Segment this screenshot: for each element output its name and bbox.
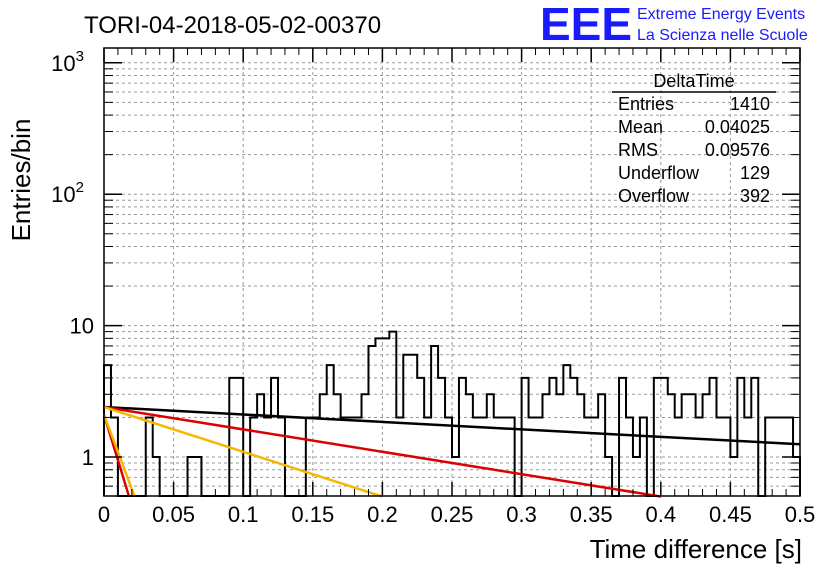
histogram-bin [327, 365, 334, 496]
histogram-bin [619, 378, 626, 496]
y-tick-label: 1 [82, 445, 94, 470]
eee-logo: EEE Extreme Energy Events La Scienza nel… [540, 0, 808, 50]
stats-value-entries: 1410 [730, 94, 770, 114]
histogram-bin [689, 394, 696, 496]
histogram-bin [459, 378, 466, 496]
histogram-bin [389, 332, 396, 496]
x-tick-label: 0.25 [431, 502, 474, 527]
stats-value-rms: 0.09576 [705, 140, 770, 160]
axis-ticks [103, 48, 801, 496]
x-tick-label: 0.4 [646, 502, 677, 527]
histogram-outline [103, 330, 801, 497]
x-tick-label: 0.35 [570, 502, 613, 527]
histogram-bin [737, 378, 744, 496]
histogram-bin [410, 355, 417, 496]
histogram-bin [570, 378, 577, 496]
histogram-bins [103, 330, 801, 497]
histogram-bin [542, 394, 549, 496]
histogram-bin [682, 394, 689, 496]
histogram-bin [417, 378, 424, 496]
x-axis-title: Time difference [s] [590, 534, 802, 564]
histogram-bin [257, 394, 264, 496]
histogram-bin [703, 394, 710, 496]
histogram-bin [598, 394, 605, 496]
histogram-bin [466, 394, 473, 496]
y-tick-label: 10 [70, 314, 94, 339]
fit-curves [102, 405, 801, 498]
histogram-bin [236, 378, 243, 496]
y-tick-labels: 1 10 102 103 [51, 48, 94, 470]
stats-label-rms: RMS [618, 140, 658, 160]
x-tick-label: 0.45 [709, 502, 752, 527]
histogram-bin [668, 394, 675, 496]
stats-label-underflow: Underflow [618, 163, 700, 183]
y-tick-label: 102 [51, 179, 84, 207]
histogram-bin [487, 394, 494, 496]
fit-curve [103, 405, 661, 498]
y-tick-label: 103 [51, 48, 84, 76]
histogram-bin [431, 346, 438, 496]
histogram-bin [362, 394, 369, 496]
stats-value-mean: 0.04025 [705, 117, 770, 137]
stats-box: DeltaTime Entries 1410 Mean 0.04025 RMS … [612, 71, 776, 206]
stats-label-mean: Mean [618, 117, 663, 137]
histogram-bin [751, 378, 758, 496]
fit-curve [103, 405, 801, 446]
stats-value-underflow: 129 [740, 163, 770, 183]
logo-line-2: La Scienza nelle Scuole [637, 27, 808, 44]
x-tick-label: 0.05 [152, 502, 195, 527]
grid [104, 48, 800, 496]
x-tick-label: 0 [98, 502, 110, 527]
chart-title: TORI-04-2018-05-02-00370 [84, 12, 381, 39]
fit-curve [103, 405, 383, 498]
x-tick-label: 0.1 [228, 502, 259, 527]
histogram-bin [522, 378, 529, 496]
x-tick-labels: 0 0.05 0.1 0.15 0.2 0.25 0.3 0.35 0.4 0.45 0.5 [98, 502, 815, 527]
stats-label-entries: Entries [618, 94, 674, 114]
histogram-bin [438, 378, 445, 496]
histogram-bin [403, 355, 410, 496]
y-axis-title: Entries/bin [6, 119, 36, 242]
histogram-bin [577, 394, 584, 496]
fit-curve [102, 414, 136, 497]
histogram-bin [271, 378, 278, 496]
logo-line-1: Extreme Energy Events [637, 6, 805, 23]
logo-letters: EEE [540, 0, 632, 50]
stats-value-overflow: 392 [740, 186, 770, 206]
x-tick-label: 0.3 [506, 502, 537, 527]
x-tick-label: 0.5 [785, 502, 816, 527]
x-tick-label: 0.2 [367, 502, 398, 527]
x-tick-label: 0.15 [291, 502, 334, 527]
histogram-bin [229, 378, 236, 496]
histogram-bin [710, 378, 717, 496]
stats-label-overflow: Overflow [618, 186, 690, 206]
stats-name: DeltaTime [653, 71, 734, 91]
histogram-bin [320, 394, 327, 496]
